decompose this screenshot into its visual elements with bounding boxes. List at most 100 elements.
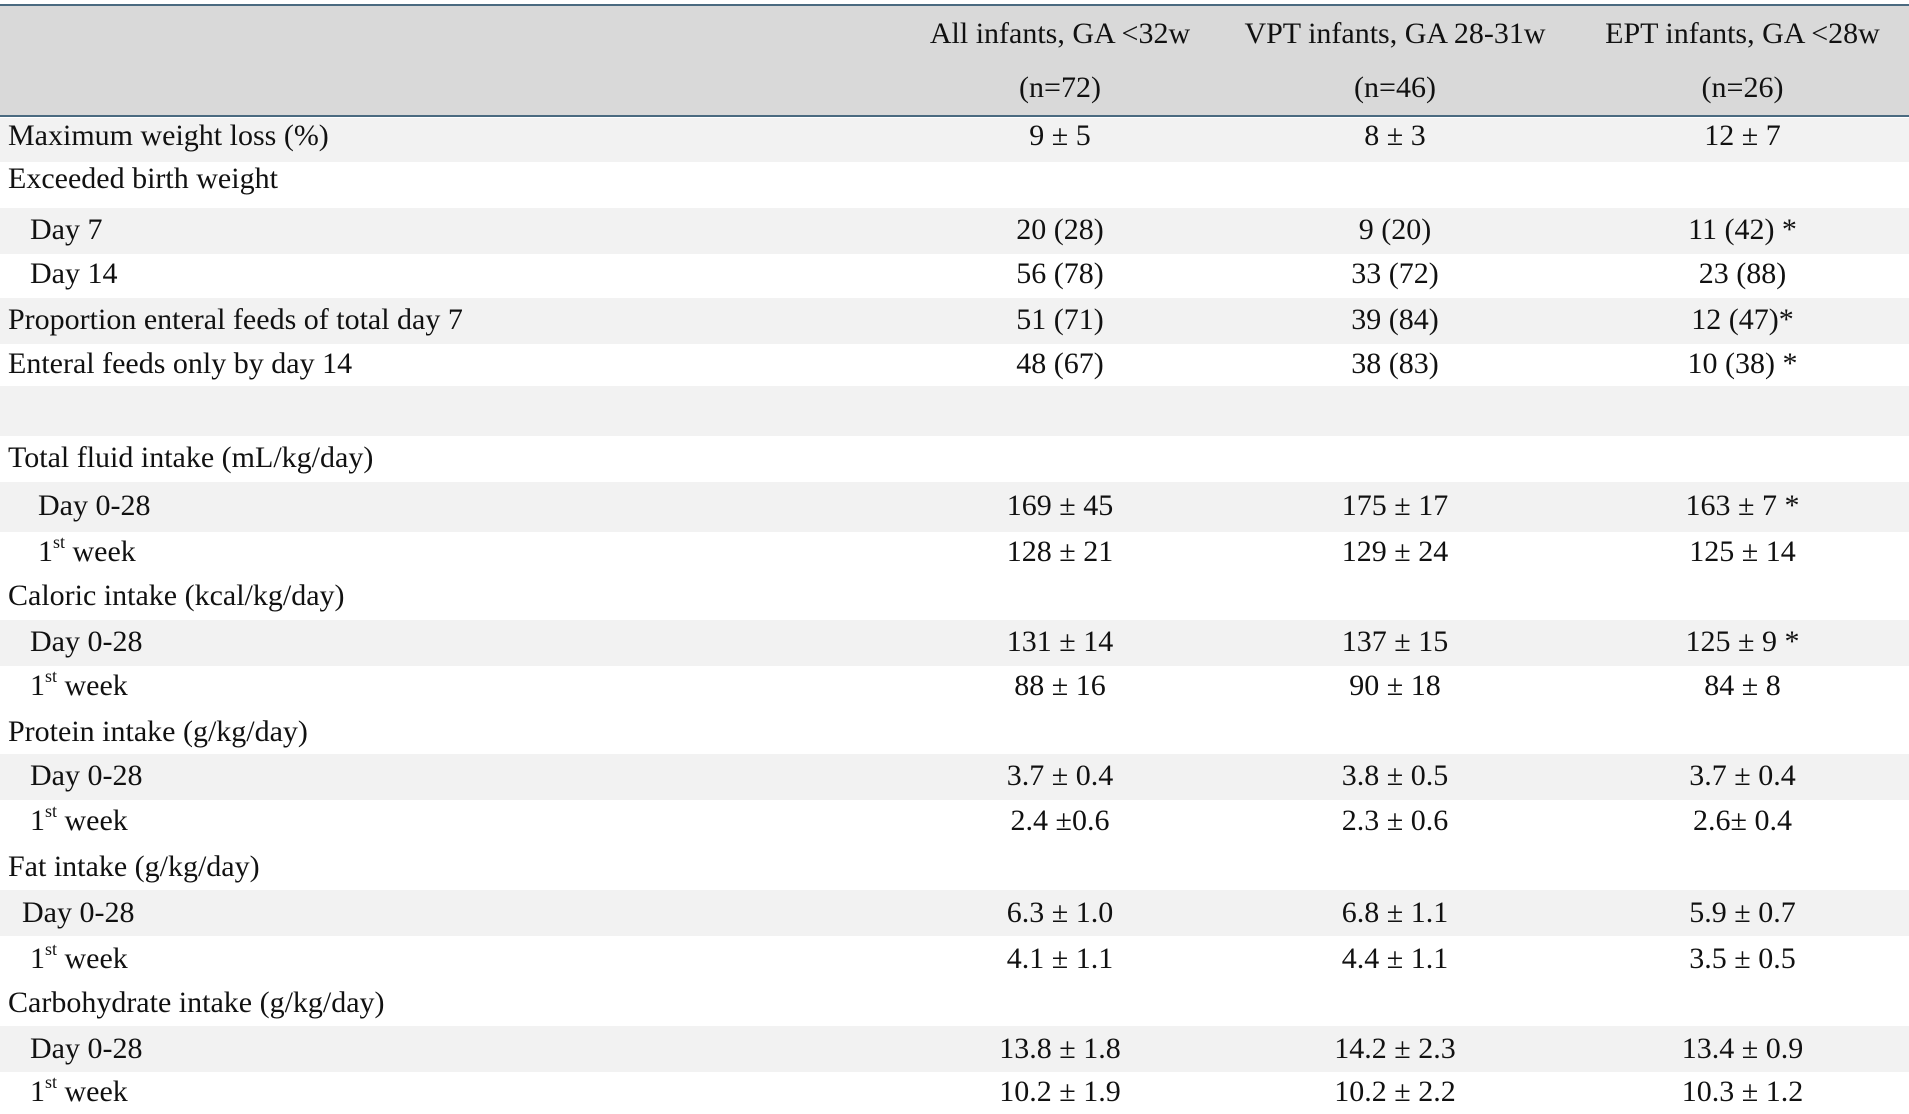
cell-vpt-infants: 2.3 ± 0.6 [1341, 804, 1449, 837]
cell-ept-infants: 3.5 ± 0.5 [1689, 942, 1796, 975]
cell-vpt-infants: 39 (84) [1351, 303, 1439, 336]
cell-all-infants: 9 ± 5 [1029, 119, 1091, 152]
cell-ept-infants: 10 (38) * [1687, 347, 1798, 380]
row-label-superscript: st [53, 532, 66, 552]
cell-all-infants: 48 (67) [1016, 347, 1104, 380]
cell-all-infants: 6.3 ± 1.0 [1006, 896, 1114, 929]
cell-ept-infants: 84 ± 8 [1704, 669, 1781, 702]
table-row: Maximum weight loss (%) 9 ± 5 8 ± 3 12 ± 7 [0, 118, 1909, 154]
cell-all-infants: 13.8 ± 1.8 [999, 1032, 1121, 1065]
cell-vpt-infants: 3.8 ± 0.5 [1341, 759, 1449, 792]
cell-vpt-infants: 90 ± 18 [1349, 669, 1441, 702]
row-shading [0, 118, 1909, 162]
cell-all-infants: 128 ± 21 [1006, 535, 1114, 568]
row-label-number: 1 [30, 1075, 45, 1108]
row-label-superscript: st [45, 666, 58, 686]
row-label-text: week [57, 942, 128, 975]
row-label-text: week [57, 669, 128, 702]
table-row: Protein intake (g/kg/day) [0, 710, 1909, 754]
table-row: Fat intake (g/kg/day) [0, 844, 1909, 890]
row-label: 1st week [30, 936, 128, 982]
row-label-number: 1 [30, 804, 45, 837]
table-row: Day 0-28 6.3 ± 1.0 6.8 ± 1.1 5.9 ± 0.7 [0, 890, 1909, 936]
cell-vpt-infants: 175 ± 17 [1341, 489, 1449, 522]
row-shading [0, 482, 1909, 532]
row-label-superscript: st [45, 801, 58, 821]
cell-vpt-infants: 14.2 ± 2.3 [1334, 1032, 1456, 1065]
cell-ept-infants: 163 ± 7 * [1685, 489, 1800, 522]
column-header-count: (n=72) [1019, 71, 1101, 104]
cell-vpt-infants: 38 (83) [1351, 347, 1439, 380]
column-header-title: All infants, GA <32w [929, 17, 1191, 50]
row-label: Day 14 [30, 257, 118, 290]
row-label-text: week [57, 1075, 128, 1108]
cell-vpt-infants: 129 ± 24 [1341, 535, 1449, 568]
row-label: Protein intake (g/kg/day) [8, 715, 308, 748]
table-row: Day 0-28 3.7 ± 0.4 3.8 ± 0.5 3.7 ± 0.4 [0, 754, 1909, 798]
cell-ept-infants: 12 ± 7 [1704, 119, 1781, 152]
cell-all-infants: 4.1 ± 1.1 [1006, 942, 1114, 975]
column-header-title: VPT infants, GA 28-31w [1244, 17, 1546, 50]
row-label: Exceeded birth weight [8, 162, 278, 195]
row-label: Day 0-28 [38, 489, 151, 522]
row-shading [0, 208, 1909, 254]
row-label-text: week [65, 535, 136, 568]
table-row: Day 7 20 (28) 9 (20) 11 (42) * [0, 208, 1909, 252]
table-header: All infants, GA <32w (n=72) VPT infants,… [0, 4, 1909, 117]
cell-ept-infants: 11 (42) * [1688, 213, 1797, 246]
cell-vpt-infants: 6.8 ± 1.1 [1341, 896, 1449, 929]
table-row: Day 14 56 (78) 33 (72) 23 (88) [0, 252, 1909, 296]
table-row: Exceeded birth weight [0, 160, 1909, 198]
cell-vpt-infants: 33 (72) [1351, 257, 1439, 290]
table-row: Proportion enteral feeds of total day 7 5… [0, 298, 1909, 342]
row-label-number: 1 [30, 669, 45, 702]
row-label-text: week [57, 804, 128, 837]
table-row: Day 0-28 131 ± 14 137 ± 15 125 ± 9 * [0, 620, 1909, 664]
row-label: Total fluid intake (mL/kg/day) [8, 441, 374, 474]
row-label: Fat intake (g/kg/day) [8, 850, 260, 883]
table-row: Enteral feeds only by day 14 48 (67) 38 (8… [0, 342, 1909, 386]
row-shading [0, 298, 1909, 344]
cell-vpt-infants: 4.4 ± 1.1 [1341, 942, 1449, 975]
cell-all-infants: 56 (78) [1016, 257, 1104, 290]
cell-ept-infants: 13.4 ± 0.9 [1681, 1032, 1804, 1065]
table-row: Caloric intake (kcal/kg/day) [0, 574, 1909, 618]
row-shading [0, 754, 1909, 800]
cell-ept-infants: 10.3 ± 1.2 [1681, 1075, 1804, 1108]
row-shading [0, 386, 1909, 436]
column-header-count: (n=26) [1701, 71, 1784, 104]
cell-vpt-infants: 10.2 ± 2.2 [1334, 1075, 1456, 1108]
table-row [0, 386, 1909, 434]
table-row: Carbohydrate intake (g/kg/day) [0, 980, 1909, 1026]
row-label: 1st week [30, 798, 128, 844]
table-row: 1st week 128 ± 21 129 ± 24 125 ± 14 [0, 530, 1909, 574]
column-header-count: (n=46) [1354, 71, 1436, 104]
table-row: Day 0-28 13.8 ± 1.8 14.2 ± 2.3 13.4 ± 0.9 [0, 1026, 1909, 1072]
cell-vpt-infants: 137 ± 15 [1341, 625, 1449, 658]
row-shading [0, 1026, 1909, 1072]
row-label: Day 0-28 [22, 896, 135, 929]
cell-all-infants: 10.2 ± 1.9 [999, 1075, 1121, 1108]
row-shading [0, 620, 1909, 666]
row-label-number: 1 [30, 942, 45, 975]
cell-all-infants: 20 (28) [1016, 213, 1104, 246]
row-label: 1st week [30, 664, 128, 708]
cell-all-infants: 169 ± 45 [1006, 489, 1114, 522]
table-row: Day 0-28 169 ± 45 175 ± 17 163 ± 7 * [0, 482, 1909, 530]
row-shading [0, 890, 1909, 936]
cell-all-infants: 88 ± 16 [1014, 669, 1106, 702]
cell-ept-infants: 5.9 ± 0.7 [1689, 896, 1796, 929]
cell-ept-infants: 3.7 ± 0.4 [1689, 759, 1796, 792]
table-row: 1st week 10.2 ± 1.9 10.2 ± 2.2 10.3 ± 1.2 [0, 1070, 1909, 1114]
cell-ept-infants: 23 (88) [1698, 257, 1787, 290]
row-label: 1st week [30, 1070, 128, 1114]
row-label: Day 0-28 [30, 625, 143, 658]
table-row: 1st week 88 ± 16 90 ± 18 84 ± 8 [0, 664, 1909, 708]
cell-ept-infants: 125 ± 9 * [1685, 625, 1800, 658]
row-label-superscript: st [45, 1072, 58, 1092]
row-label-superscript: st [45, 939, 58, 959]
table-row: 1st week 2.4 ±0.6 2.3 ± 0.6 2.6± 0.4 [0, 798, 1909, 844]
row-label: Day 0-28 [30, 1032, 143, 1065]
table-row: Total fluid intake (mL/kg/day) [0, 436, 1909, 480]
cell-all-infants: 131 ± 14 [1006, 625, 1114, 658]
